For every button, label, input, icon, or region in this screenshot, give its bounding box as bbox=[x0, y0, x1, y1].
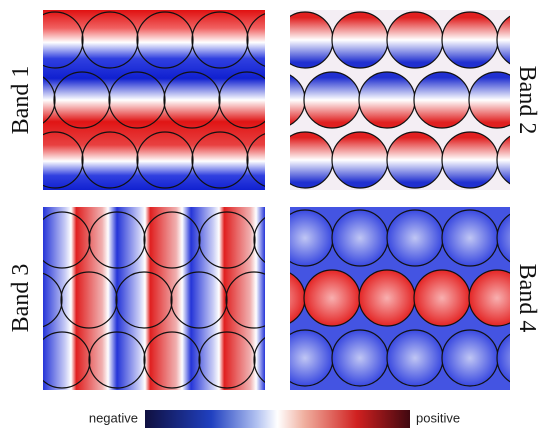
lattice-circle bbox=[468, 71, 510, 129]
lattice-circle bbox=[0, 132, 28, 188]
lattice-circle bbox=[191, 11, 249, 69]
lattice-circle bbox=[246, 13, 265, 67]
lattice-circle bbox=[88, 331, 146, 389]
lattice-circle bbox=[43, 211, 91, 269]
lattice-circle bbox=[441, 11, 499, 69]
lattice-circle bbox=[413, 269, 471, 327]
lattice-circle bbox=[218, 71, 265, 129]
band-label: Band 2 bbox=[514, 66, 540, 135]
lattice-circle bbox=[331, 131, 389, 189]
colorbar-high-label: positive bbox=[416, 410, 460, 425]
lattice-circle bbox=[0, 12, 28, 68]
lattice-circle bbox=[225, 271, 265, 329]
lattice-circle bbox=[170, 271, 228, 329]
colorbar bbox=[145, 410, 410, 428]
circle-lattice bbox=[0, 11, 510, 389]
lattice-circle bbox=[290, 11, 334, 69]
lattice-circle bbox=[0, 332, 35, 388]
lattice-circle bbox=[43, 11, 84, 69]
lattice-circle bbox=[0, 212, 35, 268]
lattice-circle bbox=[136, 131, 194, 189]
lattice-circle bbox=[496, 213, 510, 263]
lattice-circle bbox=[496, 135, 510, 185]
lattice-circle bbox=[253, 337, 265, 383]
lattice-circle bbox=[191, 131, 249, 189]
lattice-circle bbox=[303, 71, 361, 129]
lattice-circle bbox=[331, 11, 389, 69]
lattice-circle bbox=[386, 11, 444, 69]
lattice-circle bbox=[290, 329, 334, 387]
lattice-circle bbox=[43, 272, 63, 328]
lattice-circle bbox=[246, 133, 265, 187]
band-label: Band 1 bbox=[8, 66, 34, 135]
lattice-circle bbox=[53, 71, 111, 129]
lattice-circle bbox=[441, 209, 499, 267]
lattice-circle bbox=[43, 131, 84, 189]
lattice-circle bbox=[386, 329, 444, 387]
lattice-circle bbox=[441, 329, 499, 387]
panel-1 bbox=[43, 10, 265, 190]
lattice-circle bbox=[198, 211, 256, 269]
lattice-circle bbox=[413, 71, 471, 129]
colorbar-low-label: negative bbox=[89, 410, 138, 425]
lattice-circle bbox=[441, 131, 499, 189]
lattice-circle bbox=[253, 217, 265, 263]
lattice-circle bbox=[163, 71, 221, 129]
lattice-circle bbox=[115, 271, 173, 329]
lattice-circle bbox=[290, 209, 334, 267]
lattice-circle bbox=[43, 331, 91, 389]
panel-3 bbox=[43, 207, 265, 390]
lattice-circle bbox=[496, 15, 510, 65]
lattice-circle bbox=[136, 11, 194, 69]
lattice-circle bbox=[386, 131, 444, 189]
lattice-circle bbox=[468, 269, 510, 327]
lattice-circle bbox=[303, 269, 361, 327]
lattice-circle bbox=[198, 331, 256, 389]
lattice-circle bbox=[143, 331, 201, 389]
lattice-circle bbox=[60, 271, 118, 329]
lattice-circle bbox=[108, 71, 166, 129]
lattice-circle bbox=[358, 71, 416, 129]
lattice-circle bbox=[496, 333, 510, 383]
lattice-circle bbox=[331, 329, 389, 387]
band-label: Band 3 bbox=[8, 264, 34, 333]
lattice-circle bbox=[43, 76, 56, 124]
lattice-circle bbox=[358, 269, 416, 327]
lattice-circle bbox=[81, 131, 139, 189]
lattice-circle bbox=[290, 131, 334, 189]
lattice-circle bbox=[386, 209, 444, 267]
lattice-circle bbox=[143, 211, 201, 269]
lattice-circle bbox=[331, 209, 389, 267]
band-label: Band 4 bbox=[514, 264, 540, 333]
lattice-circle bbox=[81, 11, 139, 69]
lattice-circle bbox=[88, 211, 146, 269]
